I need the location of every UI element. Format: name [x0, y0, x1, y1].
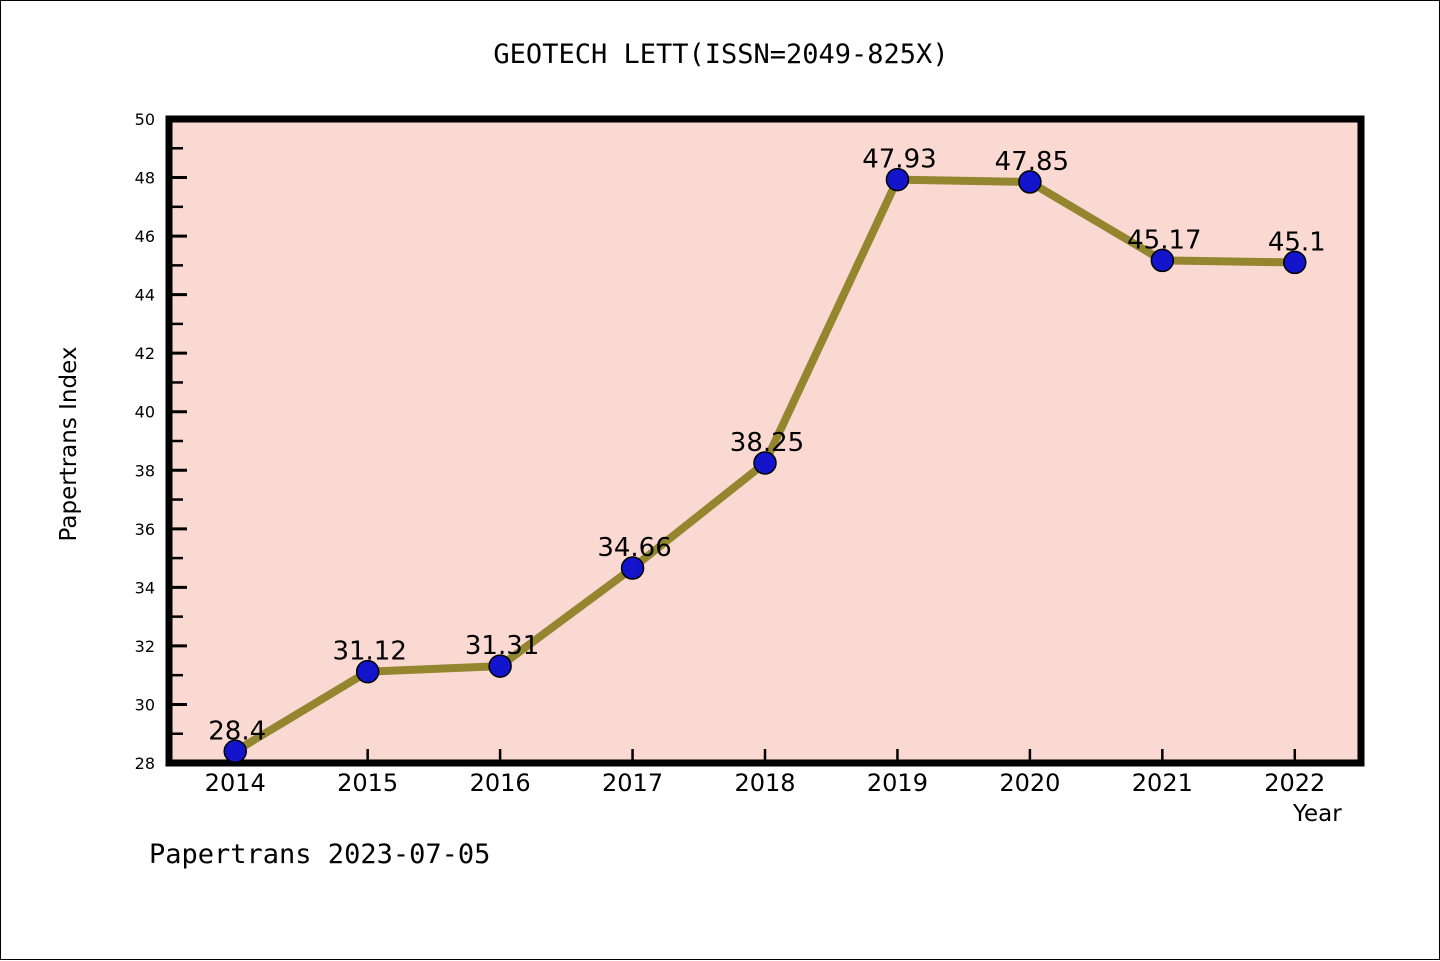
x-axis-tick-label: 2019	[867, 769, 928, 797]
y-axis-tick-label: 42	[135, 344, 155, 363]
chart-title: GEOTECH LETT(ISSN=2049-825X)	[493, 39, 949, 70]
x-axis-tick-label: 2015	[337, 769, 398, 797]
y-axis-tick-label: 48	[135, 169, 155, 188]
x-axis-tick-label: 2018	[734, 769, 795, 797]
y-axis-tick-label: 38	[135, 461, 155, 480]
data-point-marker[interactable]	[223, 739, 247, 764]
x-axis-tick-label: 2016	[470, 769, 531, 797]
data-point-marker[interactable]	[1283, 250, 1307, 275]
x-axis-tick-label: 2021	[1132, 769, 1193, 797]
x-axis-tick-label: 2022	[1264, 769, 1325, 797]
y-axis-tick-label: 50	[135, 110, 155, 129]
plot-area-background	[169, 119, 1361, 763]
x-axis-tick-label: 2020	[999, 769, 1060, 797]
y-axis-tick-label: 40	[135, 403, 155, 422]
y-axis-tick-label: 46	[135, 227, 155, 246]
x-axis-tick-label: 2017	[602, 769, 663, 797]
data-point-marker[interactable]	[488, 654, 512, 678]
data-point-marker[interactable]	[1150, 248, 1175, 273]
data-point-marker[interactable]	[620, 556, 645, 580]
data-point-marker[interactable]	[1018, 170, 1042, 194]
data-point-marker[interactable]	[355, 659, 380, 684]
y-axis-tick-label: 30	[135, 695, 155, 714]
y-axis-tick-label: 36	[135, 520, 155, 539]
y-axis-tick-label: 28	[135, 754, 155, 773]
x-axis-label: Year	[1293, 801, 1342, 827]
data-point-marker[interactable]	[885, 167, 910, 192]
y-axis-tick-label: 44	[135, 286, 155, 305]
y-axis-tick-label: 32	[135, 637, 155, 656]
data-point-marker[interactable]	[753, 451, 777, 475]
plot-axes-frame	[165, 115, 1365, 767]
x-axis-tick-label: 2014	[205, 769, 266, 797]
footer-caption: Papertrans 2023-07-05	[149, 839, 491, 870]
y-axis-tick-label: 34	[135, 578, 155, 597]
